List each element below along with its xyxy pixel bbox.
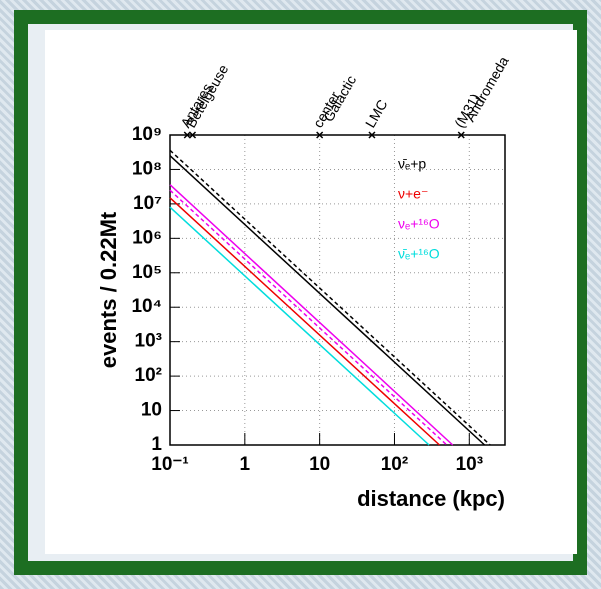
- series-line: [169, 149, 491, 446]
- marker: [316, 131, 324, 139]
- marker: [457, 131, 465, 139]
- x-tick-label: 10²: [381, 454, 408, 475]
- x-tick-label: 10³: [456, 454, 483, 475]
- y-tick-label: 10⁹: [132, 124, 162, 145]
- y-tick-label: 10⁶: [132, 227, 162, 248]
- legend-entry: ν̄ₑ+¹⁶O: [398, 246, 440, 262]
- x-axis-label: distance (kpc): [357, 486, 505, 511]
- series-line: [169, 155, 486, 446]
- y-tick-label: 10²: [135, 365, 162, 386]
- y-tick-label: 10: [141, 400, 162, 421]
- series-line: [169, 184, 454, 446]
- y-tick-label: 10³: [135, 331, 162, 352]
- y-tick-label: 10⁷: [133, 193, 162, 214]
- legend-entry: νₑ+¹⁶O: [398, 216, 440, 232]
- x-tick-label: 1: [240, 454, 251, 475]
- marker: [368, 131, 376, 139]
- legend-entry: ν+e⁻: [398, 186, 428, 202]
- marker: [188, 131, 197, 139]
- x-tick-label: 10⁻¹: [151, 454, 189, 475]
- marker: [183, 131, 191, 139]
- series-line: [169, 197, 441, 446]
- x-tick-label: 10: [309, 454, 330, 475]
- y-tick-label: 10⁵: [132, 262, 162, 283]
- y-tick-label: 10⁸: [132, 158, 162, 179]
- y-tick-label: 1: [151, 434, 162, 455]
- y-tick-label: 10⁴: [131, 296, 162, 317]
- legend-entry: ν̄ₑ+p: [398, 156, 426, 172]
- annotation: Betelgeuse: [182, 61, 231, 130]
- panel: [45, 30, 577, 554]
- annotation: LMC: [362, 97, 391, 131]
- y-axis-label: events / 0.22Mt: [96, 211, 121, 368]
- plot-frame: [169, 134, 506, 446]
- series-line: [169, 206, 430, 446]
